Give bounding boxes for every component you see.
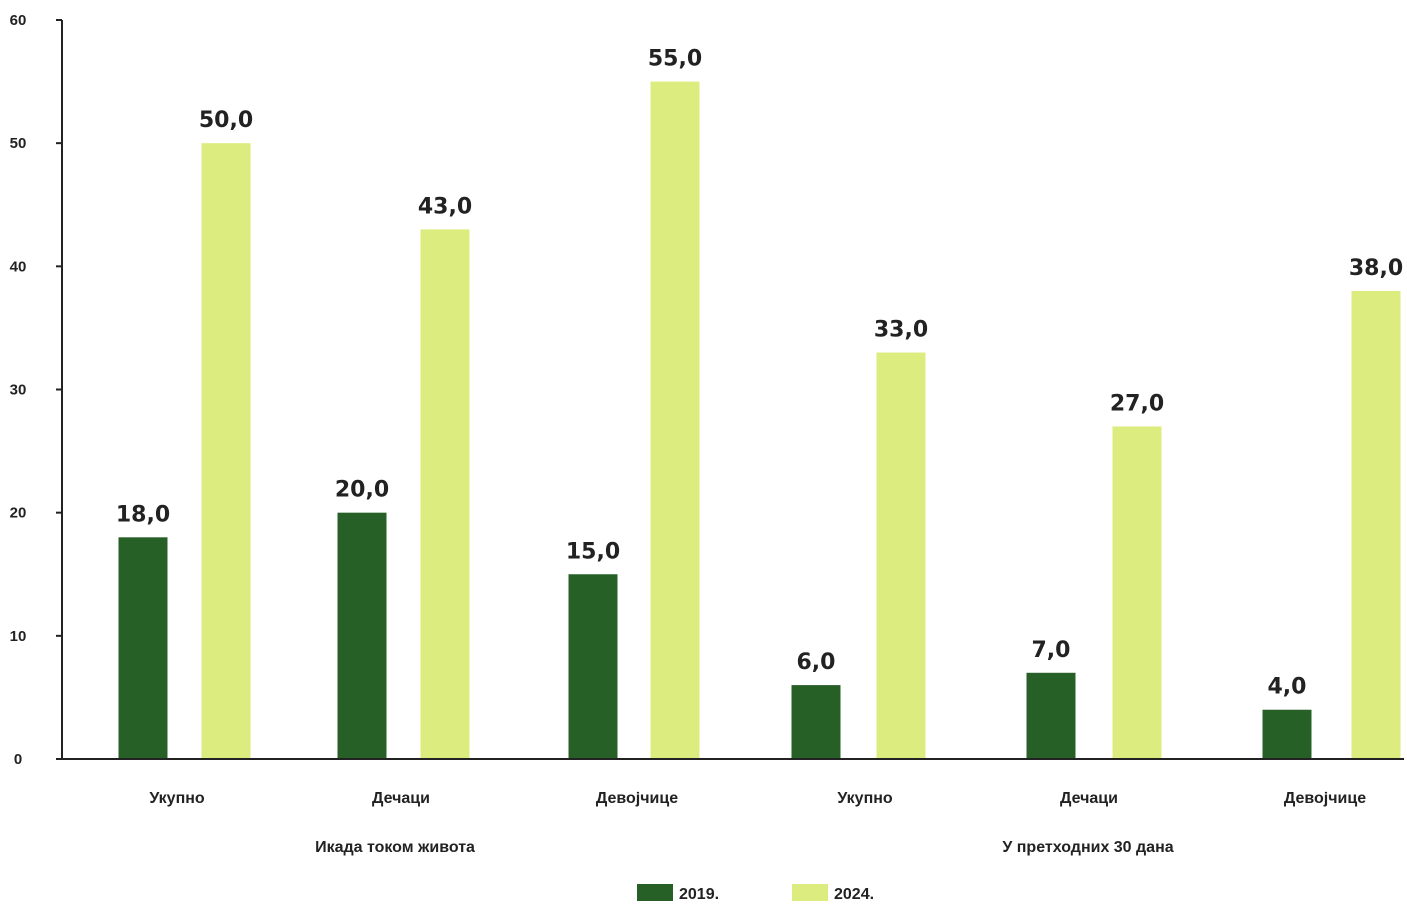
bar-2024-0: [201, 143, 251, 759]
bar-2024-1: [420, 229, 470, 760]
x-category-label: Дечаци: [1060, 790, 1118, 807]
x-category-label: Укупно: [837, 790, 893, 807]
data-label: 20,0: [335, 478, 389, 503]
bar-2024-5: [1351, 290, 1401, 759]
y-tick-label: 20: [10, 505, 27, 522]
y-tick-label: 40: [10, 258, 27, 275]
bar-2019-1: [337, 512, 387, 759]
data-label: 38,0: [1349, 256, 1403, 281]
y-axis: 0 10 20 30 40 50 60: [10, 12, 63, 768]
legend: 2019. 2024.: [637, 884, 874, 903]
data-label: 43,0: [418, 194, 472, 219]
data-label: 33,0: [874, 318, 928, 343]
y-tick-label: 10: [10, 628, 27, 645]
y-tick-label: 30: [10, 382, 27, 399]
data-label: 4,0: [1268, 675, 1307, 700]
legend-label: 2019.: [679, 886, 719, 903]
x-category-label: Укупно: [149, 790, 205, 807]
x-axis: Укупно Дечаци Девојчице Укупно Дечаци Девојчи…: [62, 758, 1404, 856]
data-label: 50,0: [199, 108, 253, 133]
x-category-label: Девојчице: [1284, 790, 1366, 807]
bar-2019-4: [1026, 672, 1076, 759]
bar-2019-3: [791, 685, 841, 759]
y-tick-label: 0: [14, 751, 22, 768]
legend-swatch: [792, 884, 828, 901]
bar-2019-0: [118, 537, 168, 759]
data-label: 18,0: [116, 502, 170, 527]
data-label: 15,0: [566, 539, 620, 564]
legend-swatch: [637, 884, 673, 901]
data-label: 27,0: [1110, 391, 1164, 416]
y-tick-label: 50: [10, 135, 27, 152]
bar-2019-2: [568, 574, 618, 759]
y-tick-label: 60: [10, 12, 27, 29]
bar-2024-3: [876, 352, 926, 759]
bars: 18,0 20,0 15,0 6,0 7,0 4,0 50,0 43,0 55,0 33,0 27,…: [116, 47, 1403, 760]
bar-2024-2: [650, 81, 700, 760]
bar-2024-4: [1112, 426, 1162, 759]
data-label: 7,0: [1032, 638, 1071, 663]
legend-label: 2024.: [834, 886, 874, 903]
data-label: 6,0: [797, 650, 836, 675]
x-group-label: Икада током живота: [315, 839, 475, 856]
bar-2019-5: [1262, 709, 1312, 759]
data-label: 55,0: [648, 47, 702, 72]
x-group-label: У претходних 30 дана: [1002, 839, 1173, 856]
x-category-label: Девојчице: [596, 790, 678, 807]
x-category-label: Дечаци: [372, 790, 430, 807]
